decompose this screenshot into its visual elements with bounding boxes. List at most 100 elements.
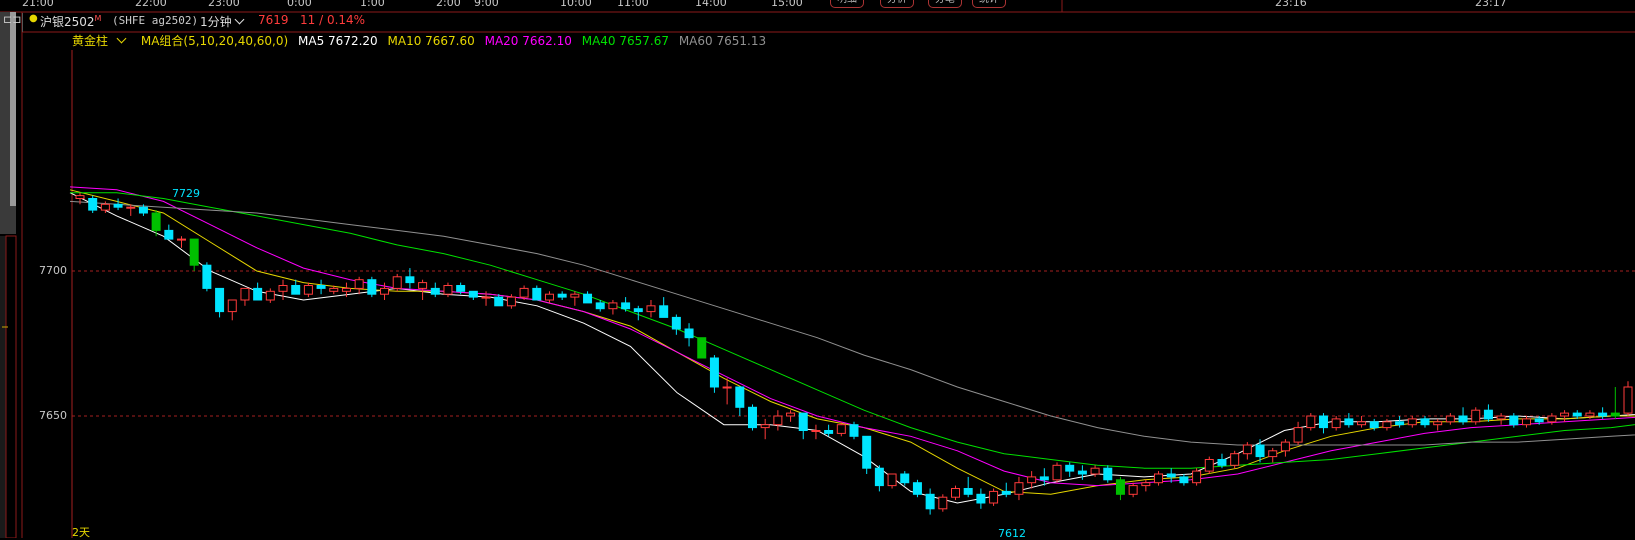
candle-body (1027, 476, 1037, 484)
y-tick-label: 7700 (39, 264, 67, 277)
symbol-name[interactable]: 沪银2502M (40, 13, 101, 30)
candle-body (113, 203, 123, 208)
candle-body (900, 473, 910, 484)
price-change: 11 / 0.14% (300, 13, 366, 27)
ma-group-label[interactable]: MA组合(5,10,20,40,60,0) (140, 34, 289, 48)
candle-body (1610, 412, 1620, 417)
candle-body (481, 296, 491, 299)
candle-style-select[interactable]: 黄金柱 (72, 33, 131, 48)
candle-body (253, 287, 263, 301)
candle-body (849, 424, 859, 437)
candle-body (824, 430, 834, 434)
candle-body (177, 238, 187, 241)
candle-body (456, 285, 466, 292)
candle-body (938, 496, 948, 510)
info-bar: ⊏⊐ ● 沪银2502M (SHFE ag2502) 1分钟 7619 11 /… (0, 13, 1635, 32)
left-scrollbar[interactable] (0, 12, 17, 538)
status-dot-icon: ● (29, 13, 38, 24)
candle-body (544, 293, 554, 301)
candle-body (151, 212, 161, 231)
candle-body (1407, 418, 1417, 426)
candle-body (659, 305, 669, 318)
candle-body (1395, 421, 1405, 426)
candle-body (1572, 412, 1582, 417)
candle-body (722, 386, 732, 389)
candle-body (1382, 421, 1392, 429)
candle-body (1242, 444, 1252, 455)
candle-body (392, 276, 402, 289)
candle-body (506, 296, 516, 307)
candle-body (773, 415, 783, 426)
ma5-value: MA5 7672.20 (298, 34, 378, 48)
candle-body (684, 328, 694, 339)
candle-body (709, 357, 719, 388)
tab-2[interactable]: 分笔 (928, 0, 962, 8)
period-select[interactable]: 1分钟 (200, 13, 245, 30)
candle-body (1280, 441, 1290, 452)
candle-body (1331, 418, 1341, 429)
candle-body (1547, 415, 1557, 423)
candle-body (1141, 482, 1151, 487)
candle-body (1509, 415, 1519, 426)
candle-body (747, 406, 757, 429)
candle-body (291, 285, 301, 295)
candle-body (786, 412, 796, 417)
candle-body (164, 229, 174, 240)
candle-body (646, 305, 656, 313)
chevron-down-icon (234, 14, 245, 25)
candle-body (532, 287, 542, 301)
time-tick-label: 22:00 (135, 0, 167, 9)
candle-body (671, 316, 681, 330)
ma-legend: 黄金柱 MA组合(5,10,20,40,60,0) MA5 7672.20 MA… (72, 32, 772, 50)
time-tick-label: 11:00 (617, 0, 649, 9)
tab-3[interactable]: 统计 (972, 0, 1006, 8)
candle-body (1065, 464, 1075, 472)
candle-body (494, 296, 504, 307)
candle-body (1014, 482, 1024, 495)
symbol-code: (SHFE ag2502) (112, 14, 199, 27)
candle-body (189, 238, 199, 266)
ma5-line (69, 192, 1635, 504)
candle-body (227, 299, 237, 313)
ma20-line (69, 186, 1635, 487)
candles (75, 192, 1633, 515)
price-gridlines (72, 270, 1635, 417)
time-tick-label: 23:00 (208, 0, 240, 9)
candle-body (519, 287, 529, 298)
candle-body (1534, 418, 1544, 423)
candle-body (1103, 467, 1113, 481)
candle-body (278, 285, 288, 292)
candle-body (75, 195, 85, 200)
candle-body (1344, 418, 1354, 426)
toggle-panel-icon[interactable]: ⊏⊐ (3, 13, 22, 26)
candle-body (621, 302, 631, 310)
time-tick-label: 14:00 (695, 0, 727, 9)
tab-0[interactable]: 明细 (830, 0, 864, 8)
candle-body (697, 337, 707, 359)
candle-body (1128, 485, 1138, 495)
candle-body (215, 287, 225, 313)
chevron-down-icon (116, 33, 127, 44)
candle-body (126, 206, 136, 209)
candle-body (1433, 421, 1443, 426)
ma10-value: MA10 7667.60 (387, 34, 475, 48)
candle-body (138, 206, 148, 214)
candle-body (989, 490, 999, 504)
candle-style-label: 黄金柱 (72, 34, 109, 48)
candle-body (1217, 459, 1227, 466)
time-tick-label: 2:00 (436, 0, 461, 9)
candle-body (1585, 412, 1595, 417)
candle-body (1179, 476, 1189, 484)
time-tick-label: 9:00 (474, 0, 499, 9)
candle-body (405, 276, 415, 284)
symbol-label: 沪银2502 (40, 15, 95, 29)
candle-body (1471, 409, 1481, 423)
moving-average-lines (69, 186, 1635, 504)
candle-body (1154, 473, 1164, 484)
candle-body (760, 424, 770, 429)
candle-body (1230, 453, 1240, 466)
candle-body (1560, 412, 1570, 417)
candle-body (1306, 415, 1316, 429)
tab-1[interactable]: 分价 (880, 0, 914, 8)
